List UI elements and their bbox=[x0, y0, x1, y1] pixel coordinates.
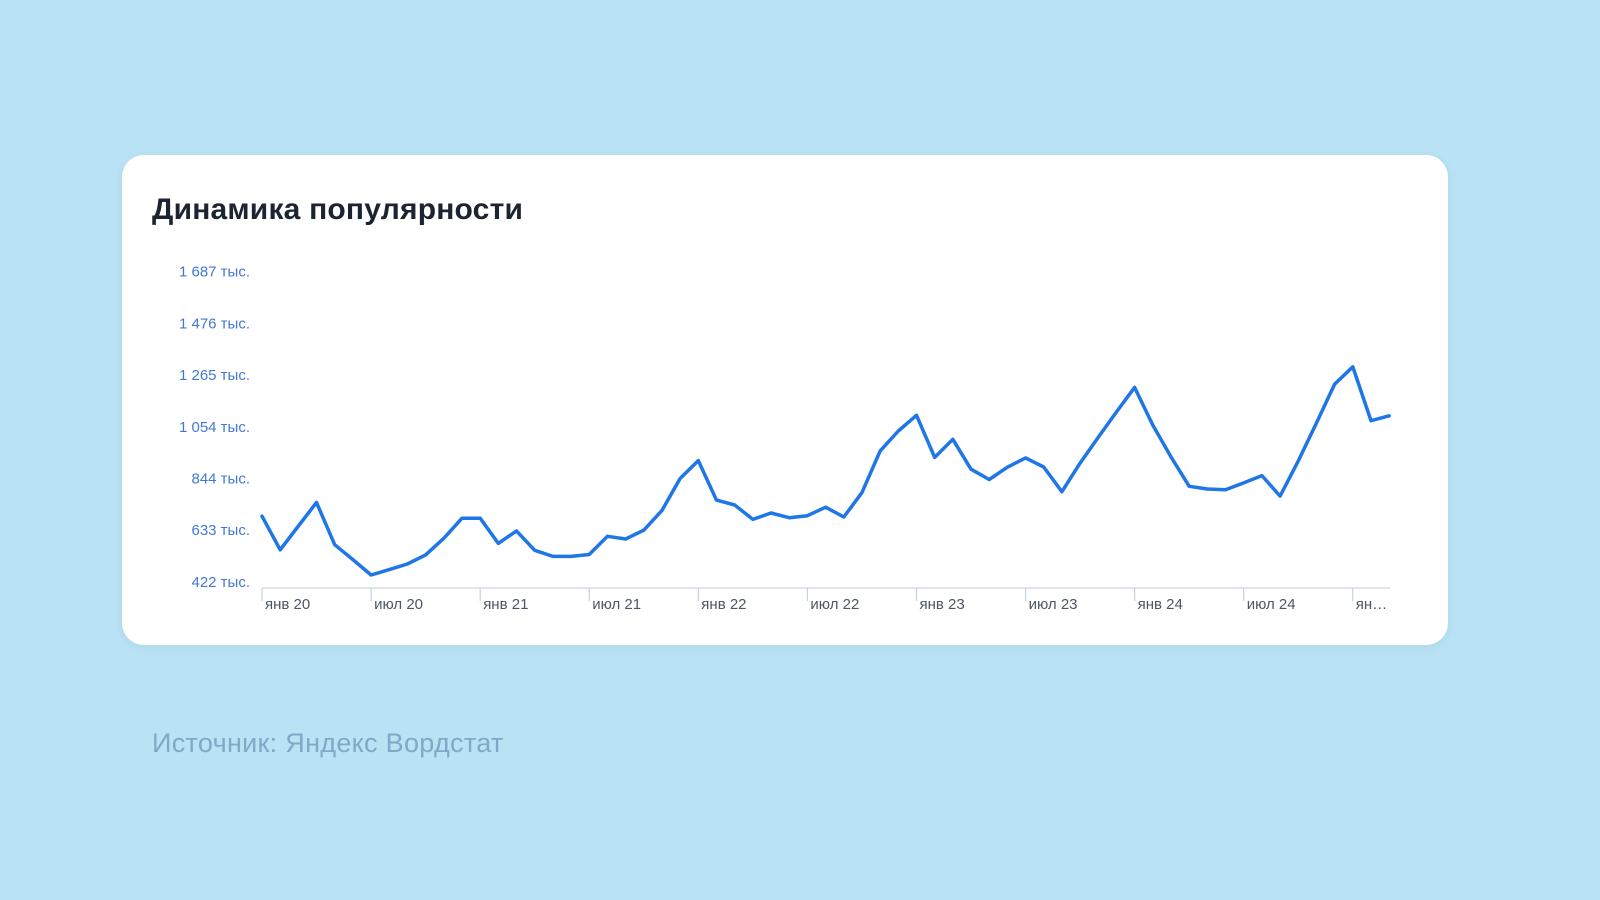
y-axis-label: 1 265 тыс. bbox=[179, 367, 250, 384]
x-axis-label: янв 21 bbox=[483, 596, 528, 613]
x-axis-label: ян… bbox=[1356, 596, 1387, 613]
x-axis-label: янв 24 bbox=[1138, 596, 1183, 613]
y-axis-label: 422 тыс. bbox=[191, 574, 250, 591]
x-axis-label: июл 21 bbox=[592, 596, 641, 613]
y-axis-label: 1 476 тыс. bbox=[179, 315, 250, 332]
y-axis-label: 844 тыс. bbox=[191, 471, 250, 488]
popularity-series-line bbox=[260, 365, 1391, 577]
x-axis-label: июл 23 bbox=[1029, 596, 1078, 613]
y-axis-label: 1 687 тыс. bbox=[179, 264, 250, 281]
source-caption: Источник: Яндекс Вордстат bbox=[152, 728, 504, 758]
y-axis-label: 633 тыс. bbox=[191, 522, 250, 539]
x-axis-label: июл 24 bbox=[1247, 596, 1296, 613]
chart-title: Динамика популярности bbox=[152, 193, 524, 226]
y-axis-label: 1 054 тыс. bbox=[179, 419, 250, 436]
x-axis-label: янв 23 bbox=[920, 596, 965, 613]
x-axis-label: янв 22 bbox=[701, 596, 746, 613]
x-axis-label: июл 22 bbox=[810, 596, 859, 613]
popularity-chart-card: Динамика популярности 1 687 тыс. 1 476 ты… bbox=[122, 155, 1448, 645]
x-axis-label: июл 20 bbox=[374, 596, 423, 613]
popularity-line-chart[interactable]: 1 687 тыс. 1 476 тыс. 1 265 тыс. 1 054 тыс.… bbox=[122, 155, 1448, 645]
x-axis-label: янв 20 bbox=[265, 596, 310, 613]
